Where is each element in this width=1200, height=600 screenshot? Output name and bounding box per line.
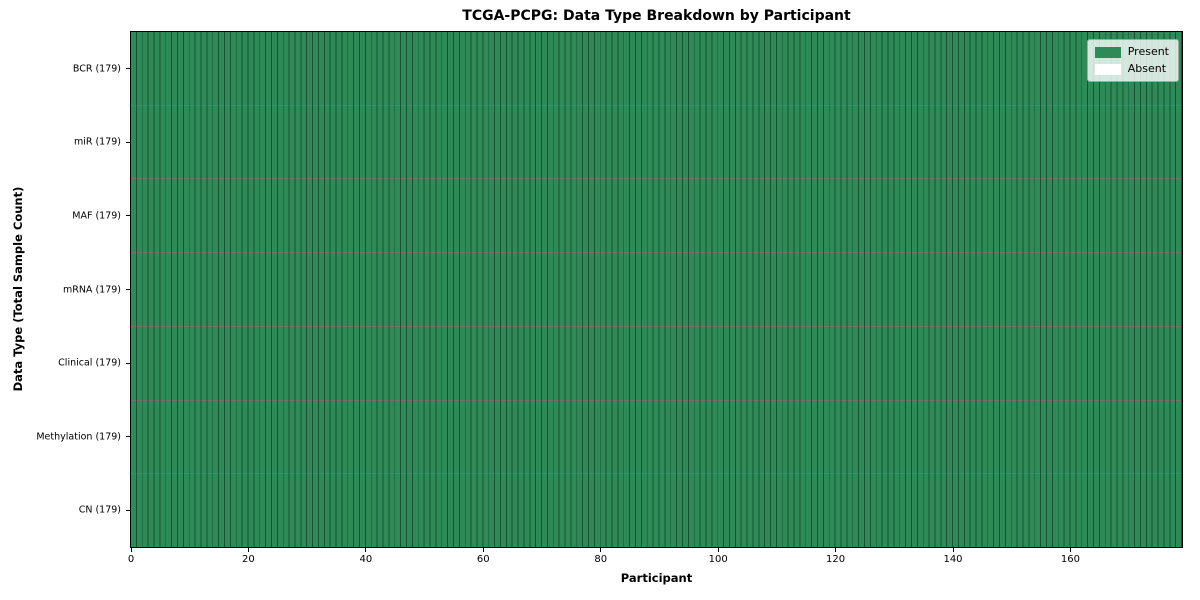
- present-cells: [131, 400, 1182, 474]
- x-axis-label: Participant: [620, 571, 693, 585]
- heatmap-row-CN: [131, 473, 1182, 548]
- y-tick-label: mRNA (179): [62, 284, 121, 295]
- legend-item-absent: Absent: [1094, 62, 1169, 75]
- heatmap-row-Clinical: [131, 325, 1182, 400]
- heatmap-row-BCR: [131, 32, 1182, 105]
- y-tick-mark: [126, 436, 130, 438]
- present-cells: [131, 179, 1182, 253]
- y-tick-mark: [126, 289, 130, 290]
- heatmap-rows: [131, 32, 1182, 548]
- x-tick-label: 100: [708, 554, 728, 565]
- x-tick-label: 140: [943, 554, 963, 565]
- y-tick-mark: [126, 509, 130, 511]
- x-tick-label: 40: [359, 554, 373, 565]
- x-tick-label: 0: [127, 554, 135, 565]
- heatmap-row-MAF: [131, 178, 1182, 253]
- y-tick-mark: [126, 215, 130, 217]
- x-tick-mark: [835, 548, 837, 552]
- x-tick-label: 80: [594, 554, 608, 565]
- heatmap-row-Methylation: [131, 399, 1182, 474]
- x-tick-label: 160: [1060, 554, 1080, 565]
- present-cells: [131, 105, 1182, 179]
- y-tick-mark: [126, 362, 130, 364]
- present-cells: [131, 474, 1182, 548]
- heatmap-row-miR: [131, 104, 1182, 179]
- x-tick-mark: [1069, 548, 1071, 552]
- y-tick-label: miR (179): [73, 136, 121, 148]
- x-tick-label: 120: [826, 554, 846, 565]
- y-tick-label: Clinical (179): [58, 357, 121, 369]
- legend-item-present: Present: [1094, 45, 1169, 58]
- x-tick-label: 20: [242, 554, 255, 565]
- x-tick-mark: [600, 548, 602, 552]
- x-tick-mark: [952, 548, 954, 552]
- y-tick-mark: [126, 141, 130, 143]
- x-tick-mark: [130, 548, 132, 552]
- y-tick-label: Methylation (179): [36, 431, 121, 443]
- x-tick-mark: [365, 548, 367, 552]
- y-tick-mark: [126, 68, 130, 70]
- y-tick-label: CN (179): [78, 504, 121, 516]
- present-cells: [131, 253, 1182, 326]
- legend: Present Absent: [1086, 39, 1179, 82]
- legend-label-present: Present: [1127, 45, 1169, 58]
- heatmap-row-mRNA: [131, 252, 1182, 326]
- absent-swatch: [1094, 63, 1121, 75]
- plot-area: Present Absent: [130, 31, 1183, 548]
- present-cells: [131, 32, 1182, 105]
- y-tick-label: BCR (179): [72, 63, 121, 75]
- x-tick-mark: [247, 548, 249, 552]
- x-tick-mark: [717, 548, 719, 552]
- legend-label-absent: Absent: [1127, 62, 1167, 75]
- x-tick-label: 60: [476, 554, 490, 565]
- x-tick-mark: [482, 548, 484, 552]
- chart-title: TCGA-PCPG: Data Type Breakdown by Partic…: [462, 8, 851, 24]
- present-cells: [131, 326, 1182, 400]
- present-swatch: [1094, 46, 1121, 58]
- y-tick-label: MAF (179): [72, 210, 121, 222]
